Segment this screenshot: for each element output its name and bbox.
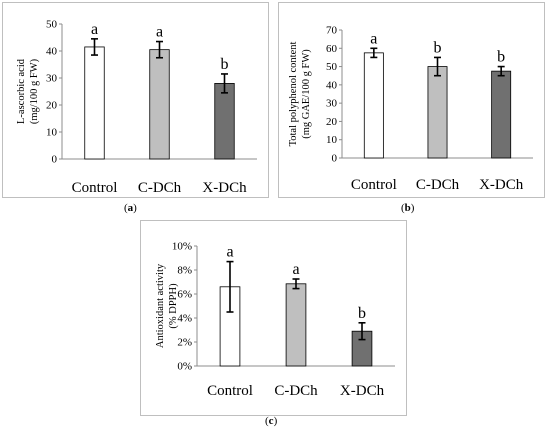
chart-a-bar: [149, 49, 170, 160]
chart-b-significance-letter: b: [434, 39, 442, 56]
chart-b-ytick-label: 0: [332, 153, 338, 165]
chart-a-significance-letter: a: [91, 21, 98, 38]
chart-a-ytick-label: 10: [46, 127, 58, 139]
chart-c-ytick-label: 10%: [172, 241, 192, 253]
chart-c-ylabel-line: Antioxidant activity: [155, 263, 166, 348]
chart-b-ytick-label: 30: [326, 98, 338, 110]
chart-c-significance-letter: b: [358, 305, 366, 322]
chart-a-category-label: Control: [72, 180, 118, 196]
chart-a-category-label: X-DCh: [202, 180, 247, 196]
chart-a-ytick-label: 30: [46, 73, 58, 85]
chart-b-significance-letter: a: [370, 30, 377, 47]
chart-a-significance-letter: a: [156, 24, 163, 41]
chart-b-ytick-label: 20: [326, 116, 338, 128]
chart-b-category-label: X-DCh: [479, 177, 524, 193]
chart-c-ytick-label: 6%: [177, 289, 192, 301]
chart-b-ytick-label: 10: [326, 134, 338, 146]
chart-c-frame: [140, 220, 407, 416]
chart-b-significance-letter: b: [497, 49, 505, 66]
chart-b-ylabel-line: Total polyphenol content: [288, 42, 299, 147]
chart-a-ytick-label: 40: [46, 46, 58, 58]
panel-label-b: (b): [401, 202, 415, 214]
chart-a-bar: [214, 83, 235, 160]
chart-b-bar: [363, 52, 384, 159]
chart-b-category-label: Control: [351, 177, 397, 193]
chart-b-ylabel-line: (mg GAE/100 g FW): [301, 49, 312, 139]
chart-a-significance-letter: b: [221, 56, 229, 73]
chart-c-bar: [285, 283, 307, 367]
chart-c-ytick-label: 2%: [177, 337, 192, 349]
chart-c-ytick-label: 4%: [177, 313, 192, 325]
chart-b-ytick-label: 50: [326, 61, 338, 73]
chart-c-significance-letter: a: [226, 244, 233, 261]
chart-c-ylabel-line: (% DPPH): [168, 283, 179, 329]
chart-a-category-label: C-DCh: [138, 180, 182, 196]
chart-b-ytick-label: 40: [326, 79, 338, 91]
chart-c-ytick-label: 0%: [177, 361, 192, 373]
chart-a-ytick-label: 20: [46, 100, 58, 112]
chart-b-ytick-label: 70: [326, 25, 338, 37]
chart-b-ytick-label: 60: [326, 43, 338, 55]
panel-label-c: (c): [265, 415, 278, 427]
chart-a-ylabel-line: L-ascorbic acid: [16, 58, 27, 124]
chart-a-ylabel-line: (mg/100 g FW): [29, 58, 40, 124]
chart-c-ytick-label: 8%: [177, 265, 192, 277]
panel-label-a: (a): [124, 202, 137, 214]
chart-a-ytick-label: 0: [52, 154, 58, 166]
chart-c-category-label: C-DCh: [274, 383, 318, 399]
chart-b-bar: [427, 66, 448, 159]
chart-c-significance-letter: a: [292, 261, 299, 278]
chart-a-bar: [84, 46, 105, 160]
chart-b-bar: [491, 70, 512, 159]
chart-b-category-label: C-DCh: [416, 177, 460, 193]
chart-c-category-label: X-DCh: [340, 383, 385, 399]
chart-c-category-label: Control: [207, 383, 253, 399]
chart-a-ytick-label: 50: [46, 19, 58, 31]
